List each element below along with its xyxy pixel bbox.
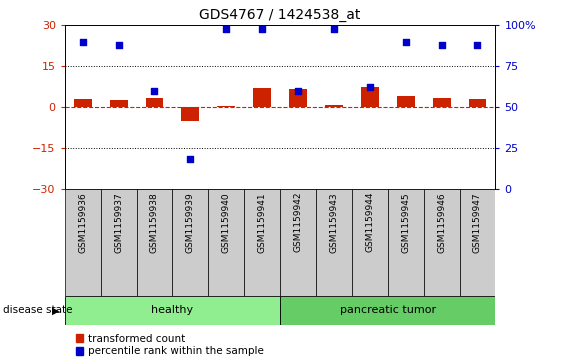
Bar	[172, 189, 208, 296]
Bar	[244, 189, 280, 296]
Point	[473, 42, 482, 48]
Text: GSM1159945: GSM1159945	[401, 192, 410, 253]
Point	[329, 26, 338, 32]
Text: GSM1159938: GSM1159938	[150, 192, 159, 253]
Text: GSM1159940: GSM1159940	[222, 192, 231, 253]
Bar	[253, 88, 271, 107]
Bar	[424, 189, 459, 296]
Point	[401, 39, 410, 45]
Text: GSM1159943: GSM1159943	[329, 192, 338, 253]
Text: GSM1159947: GSM1159947	[473, 192, 482, 253]
Bar	[65, 296, 280, 325]
Text: GSM1159942: GSM1159942	[293, 192, 302, 253]
Bar	[352, 189, 388, 296]
Text: transformed count: transformed count	[88, 334, 185, 344]
Point	[114, 42, 123, 48]
Text: percentile rank within the sample: percentile rank within the sample	[88, 346, 263, 356]
Bar	[137, 189, 172, 296]
Bar	[397, 96, 415, 107]
Bar	[459, 189, 495, 296]
Bar	[280, 189, 316, 296]
Bar	[181, 107, 199, 121]
Bar	[325, 105, 343, 107]
Bar	[217, 106, 235, 107]
Text: GSM1159937: GSM1159937	[114, 192, 123, 253]
Text: GSM1159946: GSM1159946	[437, 192, 446, 253]
Bar	[316, 189, 352, 296]
Point	[186, 156, 195, 162]
Point	[437, 42, 446, 48]
Text: pancreatic tumor: pancreatic tumor	[339, 305, 436, 315]
Bar	[65, 189, 101, 296]
Bar	[208, 189, 244, 296]
Point	[365, 85, 374, 90]
Bar	[289, 89, 307, 107]
Bar	[110, 100, 128, 107]
Title: GDS4767 / 1424538_at: GDS4767 / 1424538_at	[199, 8, 361, 22]
Text: healthy: healthy	[151, 305, 194, 315]
Point	[78, 39, 87, 45]
Point	[258, 26, 267, 32]
Text: disease state: disease state	[3, 305, 72, 315]
Bar	[101, 189, 137, 296]
Text: GSM1159936: GSM1159936	[78, 192, 87, 253]
Point	[293, 88, 302, 94]
Bar	[145, 98, 163, 107]
Bar	[468, 99, 486, 107]
Text: GSM1159939: GSM1159939	[186, 192, 195, 253]
Point	[222, 26, 231, 32]
Text: GSM1159941: GSM1159941	[258, 192, 267, 253]
Bar	[361, 87, 379, 107]
Point	[150, 88, 159, 94]
Bar	[280, 296, 495, 325]
Bar	[432, 98, 450, 107]
Text: ▶: ▶	[52, 305, 60, 315]
Bar	[388, 189, 424, 296]
Text: GSM1159944: GSM1159944	[365, 192, 374, 253]
Bar	[74, 99, 92, 107]
